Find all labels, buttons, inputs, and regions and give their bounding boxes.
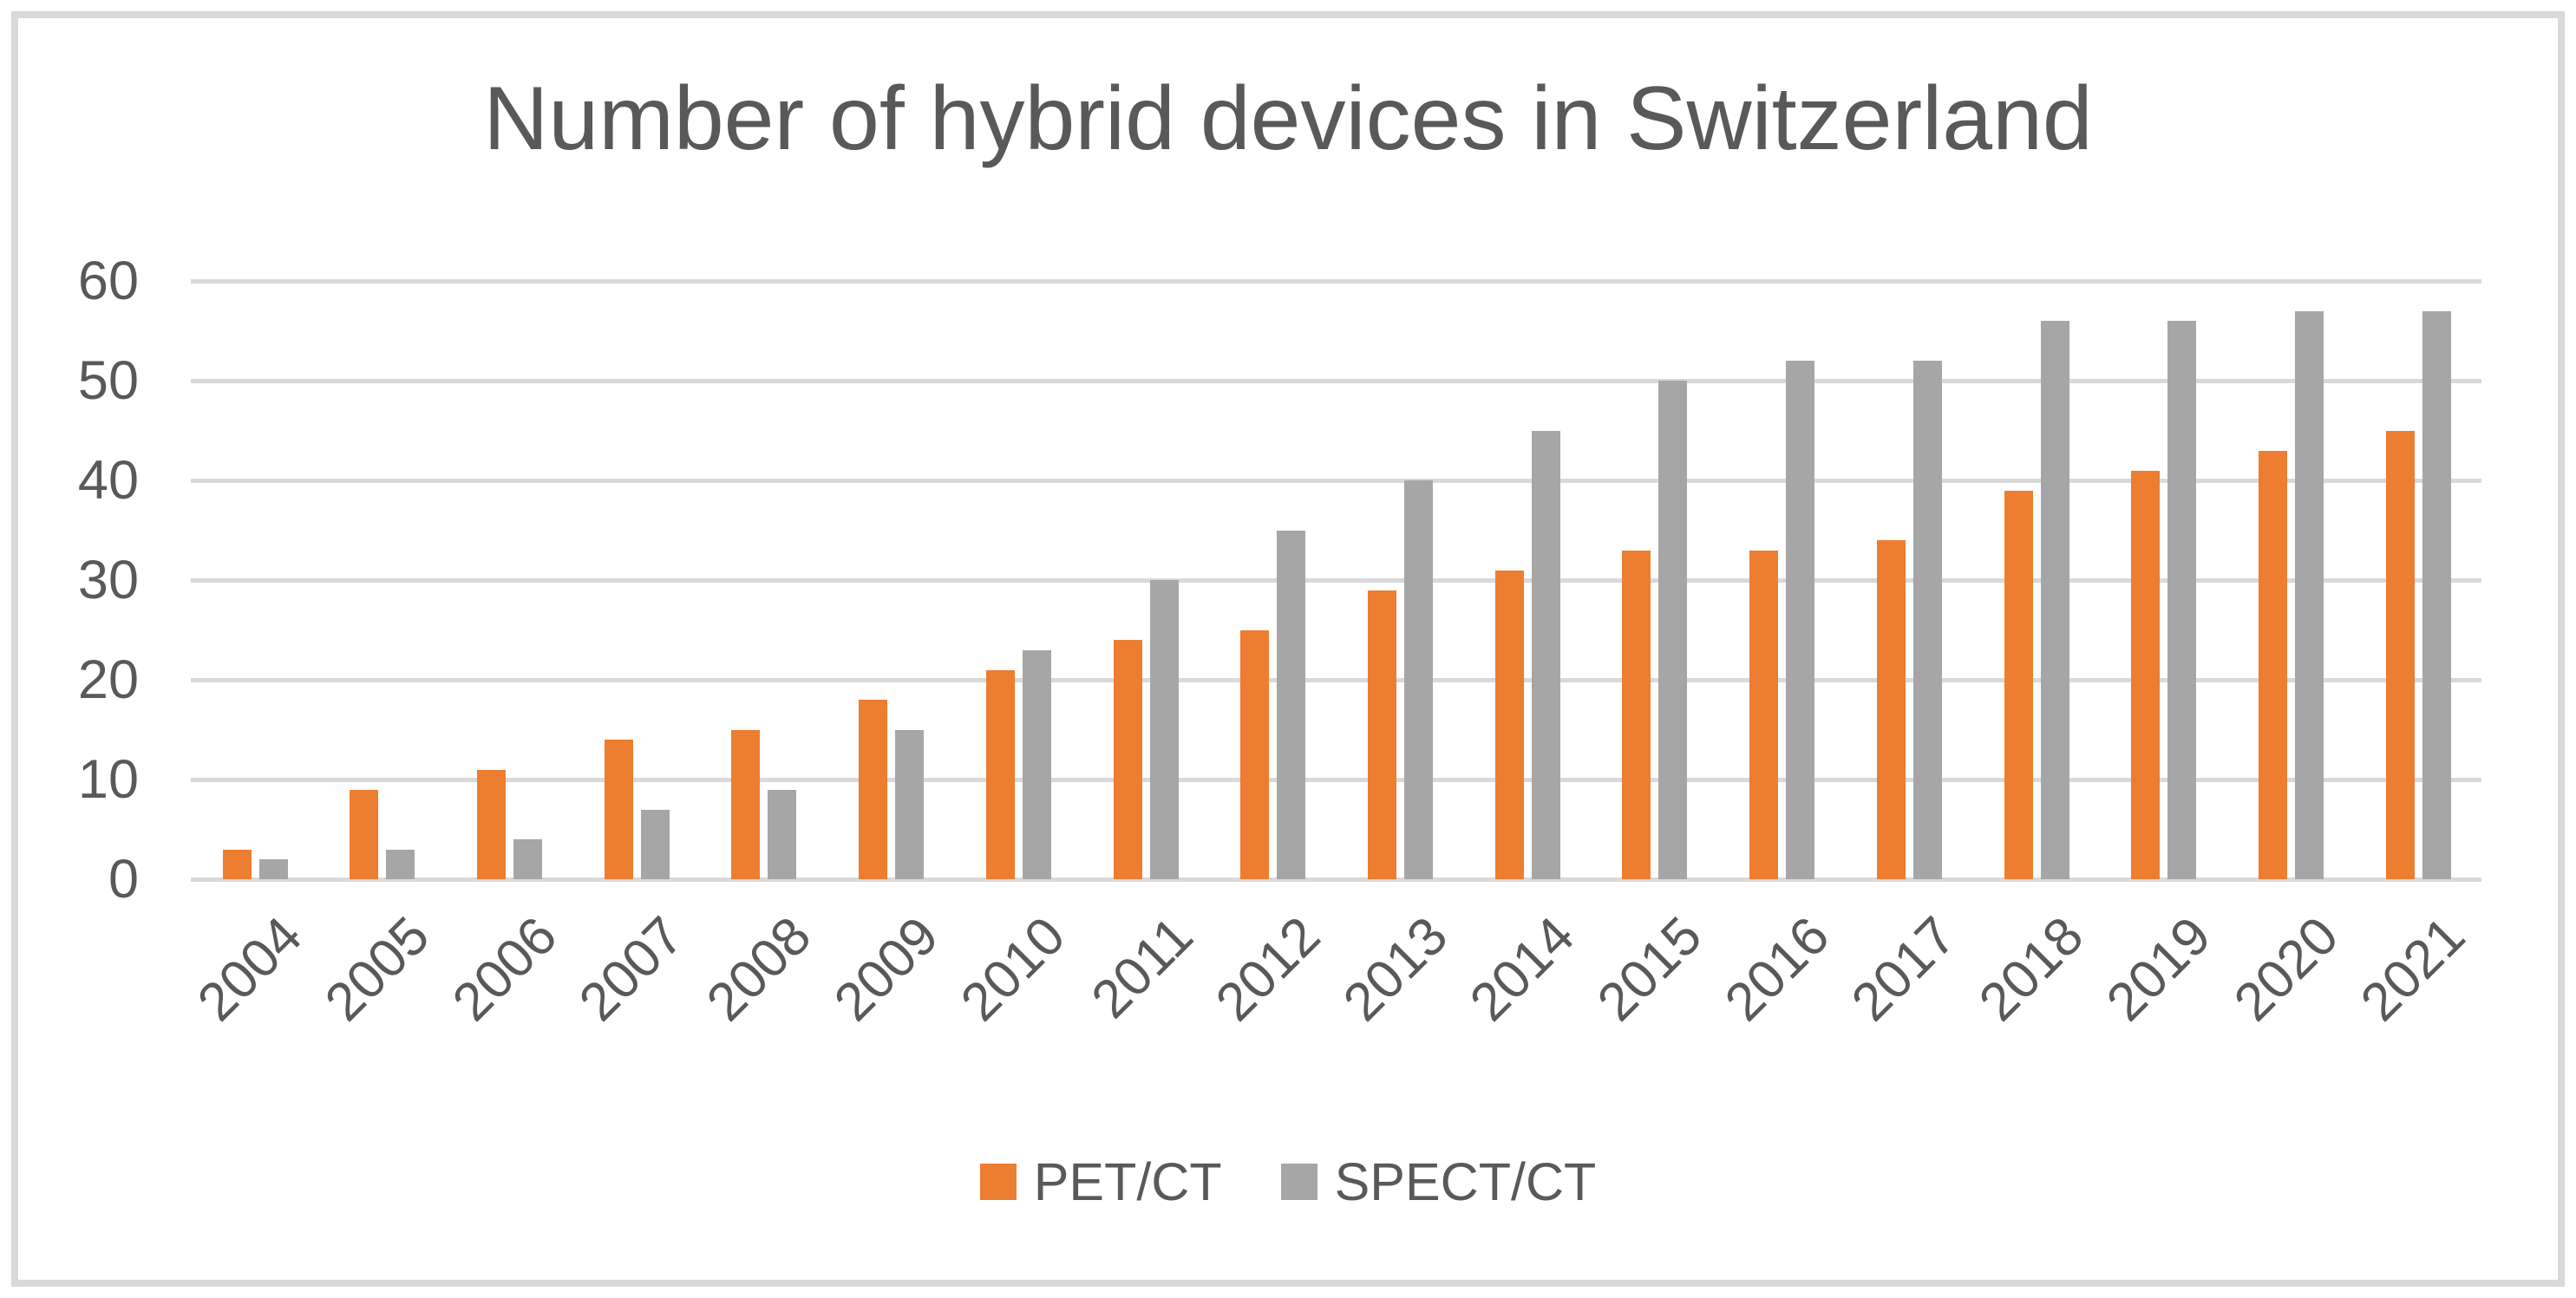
y-tick-label-60: 60 bbox=[77, 251, 139, 311]
gridline-60 bbox=[191, 279, 2481, 284]
bar-petct-2018 bbox=[2004, 490, 2033, 879]
bar-spectct-2008 bbox=[768, 789, 797, 879]
legend-swatch-petct bbox=[979, 1164, 1017, 1200]
bar-petct-2013 bbox=[1368, 590, 1396, 879]
y-tick-label-40: 40 bbox=[77, 450, 139, 511]
bar-spectct-2006 bbox=[513, 839, 542, 879]
bar-spectct-2011 bbox=[1149, 580, 1179, 879]
x-tick-label-2008: 2008 bbox=[695, 905, 823, 1033]
bar-petct-2005 bbox=[350, 789, 379, 879]
bar-petct-2015 bbox=[1622, 550, 1651, 879]
bar-petct-2004 bbox=[222, 849, 252, 879]
legend-swatch-spectct bbox=[1280, 1164, 1317, 1200]
bar-petct-2020 bbox=[2259, 450, 2288, 879]
x-tick-label-2013: 2013 bbox=[1331, 905, 1459, 1033]
x-tick-label-2020: 2020 bbox=[2222, 905, 2350, 1033]
bar-petct-2014 bbox=[1494, 570, 1524, 879]
bar-spectct-2020 bbox=[2295, 310, 2324, 879]
y-tick-label-30: 30 bbox=[77, 550, 139, 610]
x-tick-label-2015: 2015 bbox=[1586, 905, 1714, 1033]
bar-spectct-2009 bbox=[895, 729, 925, 879]
legend: PET/CT SPECT/CT bbox=[0, 1151, 2576, 1212]
gridline-20 bbox=[191, 678, 2481, 682]
x-tick-label-2016: 2016 bbox=[1713, 905, 1841, 1033]
x-tick-label-2011: 2011 bbox=[1080, 905, 1205, 1030]
bar-spectct-2004 bbox=[258, 859, 288, 879]
legend-label-petct: PET/CT bbox=[1033, 1152, 1222, 1211]
bar-spectct-2016 bbox=[1786, 361, 1815, 879]
bar-petct-2008 bbox=[731, 729, 761, 879]
gridline-50 bbox=[191, 379, 2481, 383]
legend-item-spectct: SPECT/CT bbox=[1280, 1151, 1597, 1212]
bar-petct-2021 bbox=[2385, 430, 2415, 879]
y-tick-label-20: 20 bbox=[77, 649, 139, 710]
bar-spectct-2014 bbox=[1531, 430, 1560, 879]
gridline-10 bbox=[191, 778, 2481, 782]
bar-spectct-2015 bbox=[1658, 381, 1688, 879]
x-tick-label-2012: 2012 bbox=[1204, 905, 1332, 1033]
gridline-30 bbox=[191, 578, 2481, 583]
bar-spectct-2019 bbox=[2167, 321, 2197, 879]
x-tick-label-2021: 2021 bbox=[2350, 905, 2477, 1033]
bar-petct-2009 bbox=[859, 700, 888, 879]
bar-petct-2019 bbox=[2131, 470, 2161, 879]
x-tick-label-2019: 2019 bbox=[2095, 905, 2223, 1033]
x-tick-label-2010: 2010 bbox=[950, 905, 1077, 1033]
y-tick-label-50: 50 bbox=[77, 350, 139, 411]
x-tick-label-2014: 2014 bbox=[1459, 905, 1586, 1033]
bar-petct-2016 bbox=[1749, 550, 1779, 879]
bar-petct-2011 bbox=[1113, 640, 1142, 879]
legend-item-petct: PET/CT bbox=[979, 1151, 1222, 1212]
bar-spectct-2005 bbox=[386, 849, 415, 879]
bar-spectct-2018 bbox=[2040, 321, 2069, 879]
bar-spectct-2017 bbox=[1912, 361, 1942, 879]
bar-petct-2017 bbox=[1876, 540, 1906, 879]
legend-label-spectct: SPECT/CT bbox=[1334, 1152, 1597, 1211]
gridline-40 bbox=[191, 479, 2481, 483]
x-tick-label-2007: 2007 bbox=[568, 905, 696, 1033]
bar-spectct-2007 bbox=[640, 809, 670, 879]
bar-petct-2010 bbox=[985, 669, 1015, 879]
bar-petct-2007 bbox=[604, 740, 633, 879]
bar-spectct-2021 bbox=[2422, 310, 2451, 879]
y-tick-label-0: 0 bbox=[108, 849, 139, 910]
y-tick-label-10: 10 bbox=[77, 749, 139, 810]
x-tick-label-2009: 2009 bbox=[822, 905, 951, 1033]
bar-petct-2006 bbox=[476, 769, 506, 879]
bar-spectct-2013 bbox=[1404, 480, 1433, 879]
bar-petct-2012 bbox=[1240, 629, 1270, 879]
x-tick-label-2004: 2004 bbox=[186, 905, 314, 1033]
gridline-0 bbox=[191, 877, 2481, 882]
x-tick-label-2018: 2018 bbox=[1968, 905, 2095, 1033]
chart-title: Number of hybrid devices in Switzerland bbox=[483, 68, 2093, 169]
x-tick-label-2017: 2017 bbox=[1840, 905, 1968, 1033]
bar-spectct-2010 bbox=[1022, 649, 1051, 879]
bar-spectct-2012 bbox=[1277, 530, 1306, 879]
x-tick-label-2005: 2005 bbox=[313, 905, 441, 1033]
x-tick-label-2006: 2006 bbox=[441, 905, 568, 1033]
